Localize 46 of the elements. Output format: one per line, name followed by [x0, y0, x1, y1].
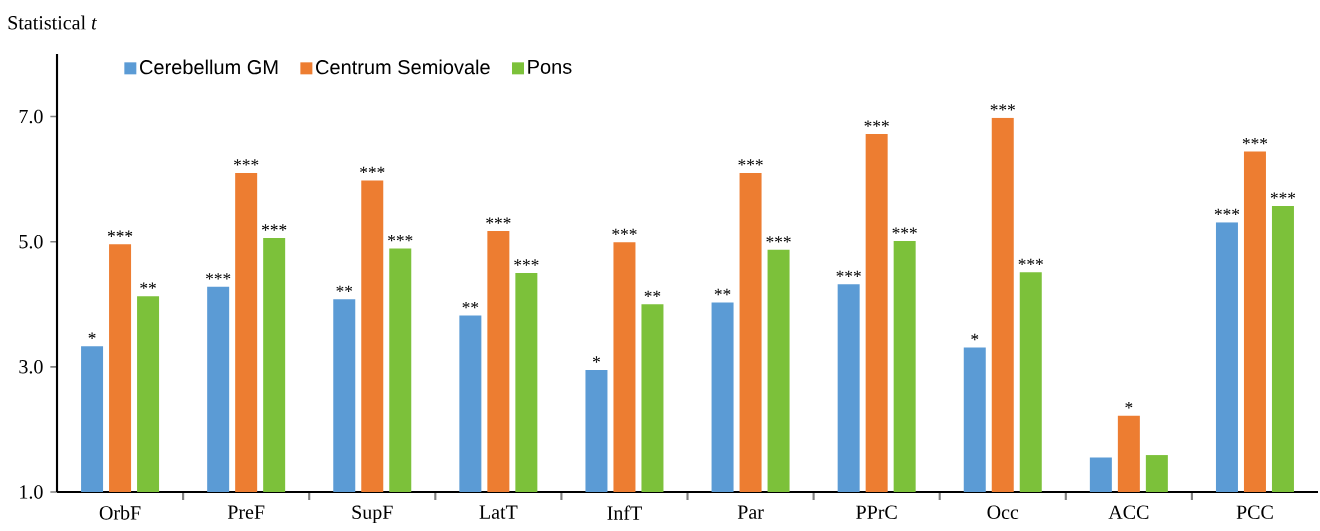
x-tick-label: InfT	[607, 505, 642, 520]
data-label: ***	[107, 230, 133, 237]
data-label: ***	[1242, 137, 1268, 145]
data-label: ***	[360, 166, 385, 174]
data-label: *	[1125, 402, 1133, 409]
y-tick-label: 3.0	[19, 360, 43, 374]
data-label: ***	[1018, 258, 1043, 266]
data-label: **	[140, 282, 156, 289]
x-tick-label: Par	[737, 505, 764, 519]
data-label: **	[336, 285, 353, 292]
y-tick-label: 5.0	[19, 234, 43, 249]
legend-label: Centrum Semiovale	[316, 59, 490, 75]
x-tick-label: PPrC	[856, 505, 897, 520]
data-label: ***	[990, 104, 1015, 111]
data-label: ***	[1270, 192, 1296, 199]
data-label: **	[462, 301, 479, 309]
data-label: ***	[234, 159, 259, 166]
x-tick-label: Occ	[987, 505, 1019, 520]
data-label: **	[644, 290, 661, 298]
x-tick-label: OrbF	[99, 505, 141, 520]
x-tick-label: PreF	[227, 505, 265, 519]
data-label: ***	[1214, 208, 1240, 216]
data-label: ***	[262, 224, 287, 231]
x-tick-label: ACC	[1108, 505, 1149, 520]
legend-label: Pons	[528, 59, 572, 74]
data-label: ***	[514, 259, 539, 266]
data-label: ***	[738, 159, 763, 166]
x-tick-label: SupF	[352, 505, 393, 524]
y-tick-label: 1.0	[20, 485, 43, 499]
data-label: *	[88, 332, 96, 339]
x-tick-label: LatT	[479, 505, 518, 519]
x-tick-label: PCC	[1236, 505, 1273, 520]
data-label: ***	[388, 234, 413, 242]
data-label: ***	[766, 236, 791, 243]
data-label: ***	[864, 120, 889, 127]
y-axis-title: Statistical t	[8, 15, 98, 30]
data-label: *	[971, 333, 979, 341]
data-label: ***	[612, 228, 637, 236]
data-label: ***	[836, 270, 861, 277]
y-tick-label: 7.0	[19, 109, 43, 124]
data-label: ***	[892, 227, 917, 234]
data-label: *	[592, 356, 600, 363]
data-label: ***	[206, 273, 231, 280]
data-label: ***	[486, 217, 511, 224]
legend-label: Cerebellum GM	[140, 59, 278, 75]
data-label: **	[714, 288, 731, 296]
